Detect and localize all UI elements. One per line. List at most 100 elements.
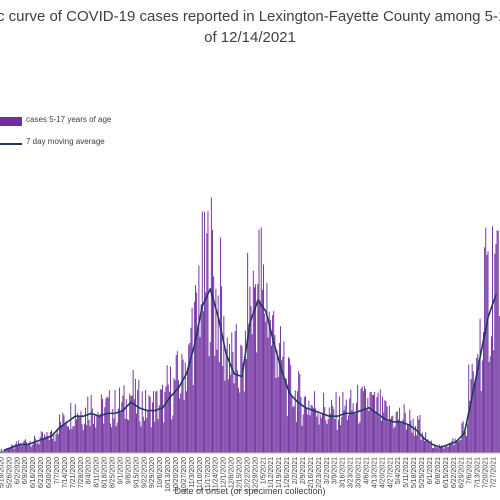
- case-bar: [256, 352, 258, 453]
- case-bar: [119, 387, 121, 453]
- case-bar: [366, 409, 368, 453]
- x-tick-label: 7/27/2021: [490, 457, 497, 488]
- case-bar: [374, 391, 376, 453]
- case-bar: [399, 407, 401, 453]
- case-bar: [7, 448, 9, 453]
- case-bar: [36, 443, 38, 453]
- case-bar: [131, 395, 133, 453]
- case-bar: [363, 386, 365, 453]
- case-bar: [352, 403, 354, 453]
- case-bar: [202, 311, 204, 453]
- case-bar: [72, 425, 74, 453]
- x-tick-label: 5/4/2021: [395, 457, 402, 484]
- case-bar: [241, 346, 243, 453]
- case-bar: [17, 444, 18, 453]
- case-bar: [309, 415, 311, 453]
- case-bar: [149, 396, 151, 453]
- case-bar: [230, 374, 232, 453]
- case-bar: [332, 405, 334, 453]
- case-bar: [55, 434, 57, 453]
- case-bar: [393, 427, 395, 453]
- case-bar: [162, 384, 164, 453]
- x-tick-label: 11/24/2020: [213, 457, 220, 492]
- case-bar: [170, 366, 172, 453]
- case-bar: [445, 446, 447, 453]
- case-bar: [129, 393, 131, 453]
- case-bar: [273, 311, 275, 453]
- case-bar: [319, 414, 321, 453]
- case-bar: [195, 285, 196, 453]
- x-tick-label: 4/27/2021: [387, 457, 394, 488]
- case-bar: [387, 421, 389, 453]
- case-bar: [268, 311, 270, 453]
- case-bar: [192, 385, 194, 453]
- case-bar: [460, 439, 462, 453]
- case-bar: [175, 355, 177, 453]
- case-bar: [139, 421, 141, 453]
- case-bar: [425, 432, 427, 453]
- x-tick-label: 5/25/2021: [419, 457, 426, 488]
- case-bar: [137, 389, 139, 453]
- case-bar: [90, 394, 92, 453]
- moving-average-line: [3, 288, 497, 451]
- x-tick-label: 12/22/2020: [244, 457, 251, 492]
- case-bar: [446, 446, 448, 453]
- case-bar: [277, 377, 279, 453]
- case-bar: [96, 416, 98, 453]
- case-bar: [164, 391, 166, 453]
- case-bar: [312, 407, 314, 453]
- case-bar: [6, 449, 8, 453]
- case-bar: [79, 416, 81, 453]
- x-tick-label: 9/15/2020: [133, 457, 140, 488]
- x-tick-label: 7/21/2020: [70, 457, 77, 488]
- case-bar: [246, 358, 247, 453]
- case-bar: [24, 439, 26, 453]
- case-bar: [357, 384, 359, 453]
- case-bar: [442, 446, 444, 453]
- case-bar: [219, 237, 221, 453]
- case-bar: [331, 399, 333, 453]
- case-bar: [490, 336, 492, 453]
- case-bar: [344, 405, 346, 453]
- case-bar: [125, 399, 127, 453]
- case-bar: [458, 441, 460, 453]
- case-bar: [209, 342, 211, 453]
- case-bar: [308, 400, 310, 453]
- case-bar: [207, 211, 209, 453]
- case-bar: [400, 421, 402, 453]
- case-bar: [342, 391, 344, 453]
- case-bar: [82, 430, 84, 453]
- case-bar: [394, 426, 396, 453]
- case-bar: [239, 392, 241, 453]
- x-tick-label: 1/5/2021: [260, 457, 267, 484]
- case-bar: [295, 421, 297, 453]
- case-bar: [475, 378, 477, 453]
- case-bar: [407, 424, 408, 453]
- x-tick-label: 7/6/2021: [467, 457, 474, 484]
- case-bar: [329, 413, 331, 453]
- case-bar: [94, 415, 96, 453]
- case-bar: [259, 300, 261, 453]
- case-bar: [413, 435, 415, 453]
- case-bar: [114, 390, 116, 453]
- x-tick-label: 12/1/2020: [221, 457, 228, 488]
- case-bar: [435, 447, 437, 453]
- case-bar: [81, 424, 83, 453]
- x-tick-label: 3/16/2021: [340, 457, 347, 488]
- case-bar: [395, 412, 397, 453]
- chart-title-line2: of 12/14/2021: [204, 29, 296, 46]
- case-bar: [243, 391, 245, 453]
- case-bar: [196, 292, 198, 453]
- case-bar: [299, 373, 301, 453]
- case-bar: [304, 396, 306, 453]
- case-bar: [183, 399, 185, 453]
- case-bar: [86, 425, 88, 453]
- case-bar: [12, 445, 14, 453]
- case-bar: [62, 412, 64, 453]
- case-bar: [176, 351, 178, 453]
- case-bar: [77, 413, 79, 453]
- case-bar: [430, 440, 432, 453]
- case-bar: [147, 411, 149, 453]
- case-bar: [157, 419, 159, 453]
- case-bar: [438, 444, 440, 453]
